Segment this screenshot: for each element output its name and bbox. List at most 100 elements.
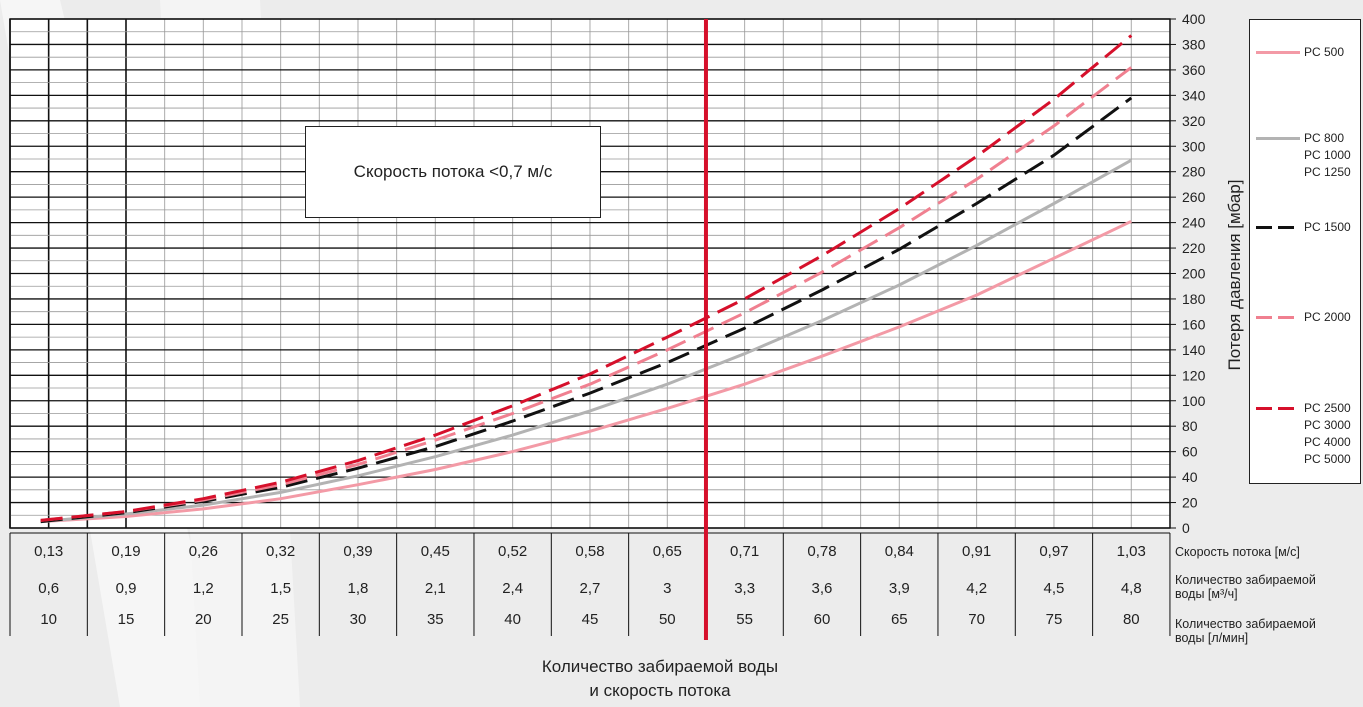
legend-labels-pc2000: PC 2000 [1304, 309, 1351, 326]
legend-label: PC 800 [1304, 131, 1345, 145]
data-series [40, 34, 1133, 524]
y-tick-label: 400 [1182, 11, 1206, 27]
y-tick-label: 120 [1182, 367, 1206, 383]
row-label-line: воды [л/мин] [1175, 631, 1249, 645]
row-label-velocity: Скорость потока [м/с] [1175, 545, 1360, 559]
legend-labels-pc1500: PC 1500 [1304, 219, 1351, 236]
x-tick-label: 15 [118, 611, 135, 628]
y-tick-label: 40 [1182, 469, 1198, 485]
x-tick-label: 0,97 [1039, 543, 1068, 560]
x-tick-label: 50 [659, 611, 676, 628]
y-tick-label: 280 [1182, 164, 1206, 180]
legend-label: PC 2500 [1304, 401, 1351, 415]
y-tick-label: 80 [1182, 418, 1198, 434]
x-tick-label: 70 [968, 611, 985, 628]
x-tick-label: 35 [427, 611, 444, 628]
y-tick-label: 20 [1182, 495, 1198, 511]
x-tick-label: 0,9 [116, 580, 137, 597]
x-tick-label: 2,1 [425, 580, 446, 597]
y-tick-label: 240 [1182, 215, 1206, 231]
grid-lines [9, 18, 1171, 529]
row-label-line: Количество забираемой [1175, 573, 1316, 587]
row-label-volume-lmin: Количество забираемой воды [л/мин] [1175, 617, 1360, 645]
x-tick-label: 55 [736, 611, 753, 628]
x-tick-label: 0,6 [38, 580, 59, 597]
y-axis-ticks: 0 20 40 60 80 100 120 140 160 180 200 220 240 260 280 3… [1170, 11, 1206, 536]
y-tick-label: 360 [1182, 62, 1206, 78]
y-tick-label: 380 [1182, 36, 1206, 52]
series-line-pc-500 [40, 219, 1132, 524]
x-tick-label: 3,3 [734, 580, 755, 597]
x-tick-label: 1,5 [270, 580, 291, 597]
x-tick-label: 80 [1123, 611, 1140, 628]
x-tick-label: 3 [663, 580, 671, 597]
x-tick-label: 25 [272, 611, 289, 628]
x-tick-label: 1,03 [1117, 543, 1146, 560]
legend-swatch-pc2500 [1256, 407, 1300, 410]
y-tick-label: 300 [1182, 138, 1206, 154]
x-tick-label: 65 [891, 611, 908, 628]
y-tick-label: 160 [1182, 316, 1206, 332]
y-tick-label: 0 [1182, 520, 1190, 536]
x-tick-label: 0,91 [962, 543, 991, 560]
legend-label: PC 1500 [1304, 220, 1351, 234]
legend-swatch-pc1500 [1256, 226, 1300, 229]
x-tick-label: 0,71 [730, 543, 759, 560]
x-tick-label: 40 [504, 611, 521, 628]
x-tick-label: 4,2 [966, 580, 987, 597]
annotation-text: Скорость потока <0,7 м/с [353, 162, 553, 181]
series-line-pc-2000 [40, 66, 1133, 522]
y-tick-label: 260 [1182, 189, 1206, 205]
x-tick-label: 4,5 [1044, 580, 1065, 597]
legend: PC 500 PC 800 PC 1000 PC 1250 PC 1500 PC… [1249, 19, 1361, 484]
series-line-pc-1500 [40, 96, 1133, 524]
y-axis-label: Потеря давления [мбар] [1225, 180, 1244, 371]
row-label-volume-m3h: Количество забираемой воды [м³/ч] [1175, 573, 1360, 601]
legend-labels-pc800: PC 800 PC 1000 PC 1250 [1304, 130, 1351, 181]
y-tick-label: 180 [1182, 291, 1206, 307]
y-tick-label: 60 [1182, 444, 1198, 460]
x-tick-label: 4,8 [1121, 580, 1142, 597]
x-tick-label: 0,26 [189, 543, 218, 560]
y-tick-label: 340 [1182, 87, 1206, 103]
x-tick-label: 75 [1046, 611, 1063, 628]
row-label-line: Скорость потока [м/с] [1175, 545, 1300, 559]
x-tick-label: 30 [350, 611, 367, 628]
x-axis-table: 0,13 0,19 0,26 0,32 0,39 0,45 0,52 0,58 0,65 0,71… [9, 532, 1171, 636]
x-tick-label: 0,84 [885, 543, 914, 560]
legend-swatch-pc800 [1256, 137, 1300, 140]
x-tick-label: 1,2 [193, 580, 214, 597]
x-tick-label: 10 [40, 611, 57, 628]
x-tick-label: 0,32 [266, 543, 295, 560]
x-tick-label: 20 [195, 611, 212, 628]
legend-labels-pc500: PC 500 [1304, 44, 1344, 61]
x-tick-label: 0,58 [575, 543, 604, 560]
x-tick-label: 0,13 [34, 543, 63, 560]
x-tick-label: 0,52 [498, 543, 527, 560]
legend-label: PC 500 [1304, 45, 1345, 59]
legend-label: PC 1000 [1304, 148, 1351, 162]
annotation-box: Скорость потока <0,7 м/с [305, 126, 601, 218]
legend-label: PC 5000 [1304, 452, 1351, 466]
x-tick-label: 3,9 [889, 580, 910, 597]
x-tick-label: 0,65 [653, 543, 682, 560]
x-tick-label: 45 [582, 611, 599, 628]
x-tick-label: 2,4 [502, 580, 523, 597]
x-tick-label: 1,8 [348, 580, 369, 597]
row-label-line: воды [м³/ч] [1175, 587, 1238, 601]
legend-label: PC 3000 [1304, 418, 1351, 432]
legend-label: PC 2000 [1304, 310, 1351, 324]
series-line-pc-800 [40, 158, 1133, 524]
x-tick-label: 2,7 [580, 580, 601, 597]
legend-labels-pc2500: PC 2500 PC 3000 PC 4000 PC 5000 [1304, 400, 1351, 468]
x-tick-label: 0,78 [807, 543, 836, 560]
y-tick-label: 100 [1182, 393, 1206, 409]
legend-swatch-pc500 [1256, 51, 1300, 54]
x-tick-label: 3,6 [812, 580, 833, 597]
series-line-pc-2500 [40, 34, 1133, 522]
y-tick-label: 140 [1182, 342, 1206, 358]
x-tick-label: 60 [814, 611, 831, 628]
x-axis-title-line: и скорость потока [589, 681, 731, 700]
